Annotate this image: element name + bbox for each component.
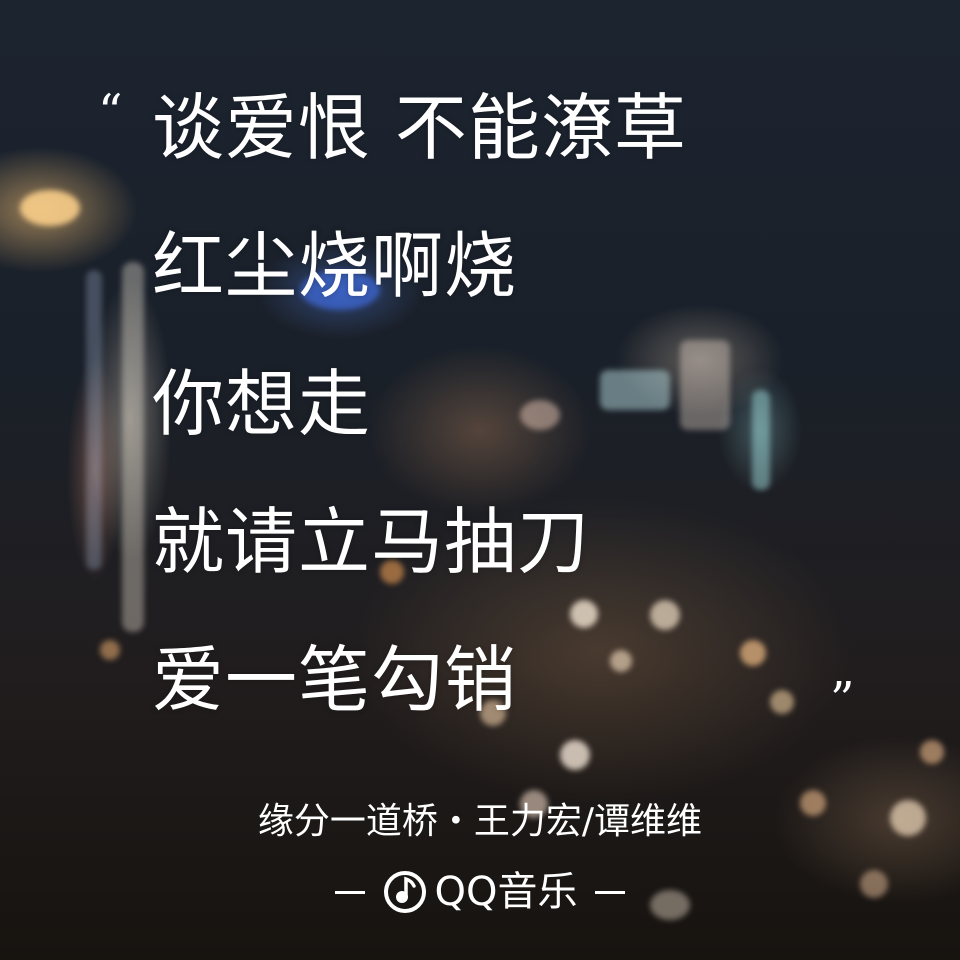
bokeh-light [752,390,770,490]
lyric-line-5: 爱一笔勾销 [152,638,518,722]
bokeh-light [920,740,944,764]
bokeh-light [100,640,120,660]
lyric-line-1: 谈爱恨 不能潦草 [152,86,687,170]
bokeh-light [680,340,730,430]
lyric-line-3: 你想走 [152,362,372,446]
right-dash [595,890,626,894]
brand-name: QQ音乐 [434,869,578,915]
bokeh-light [560,740,590,770]
song-credit: 缘分一道桥・王力宏/谭维维 [257,801,703,842]
brand-footer: QQ音乐 [0,868,960,916]
bokeh-light [20,190,80,226]
close-quote-mark: ” [830,672,855,728]
open-quote-mark: “ [98,84,123,140]
bokeh-light [770,690,794,714]
bokeh-light [122,262,144,632]
lyric-line-2: 红尘烧啊烧 [152,224,518,308]
lyrics-block: 谈爱恨 不能潦草 红尘烧啊烧 你想走 就请立马抽刀 爱一笔勾销 [152,92,687,716]
bokeh-light [86,270,102,570]
qq-music-note-icon [383,871,426,913]
lyric-line-4: 就请立马抽刀 [152,500,591,584]
bokeh-light [740,640,766,666]
left-dash [334,890,365,894]
